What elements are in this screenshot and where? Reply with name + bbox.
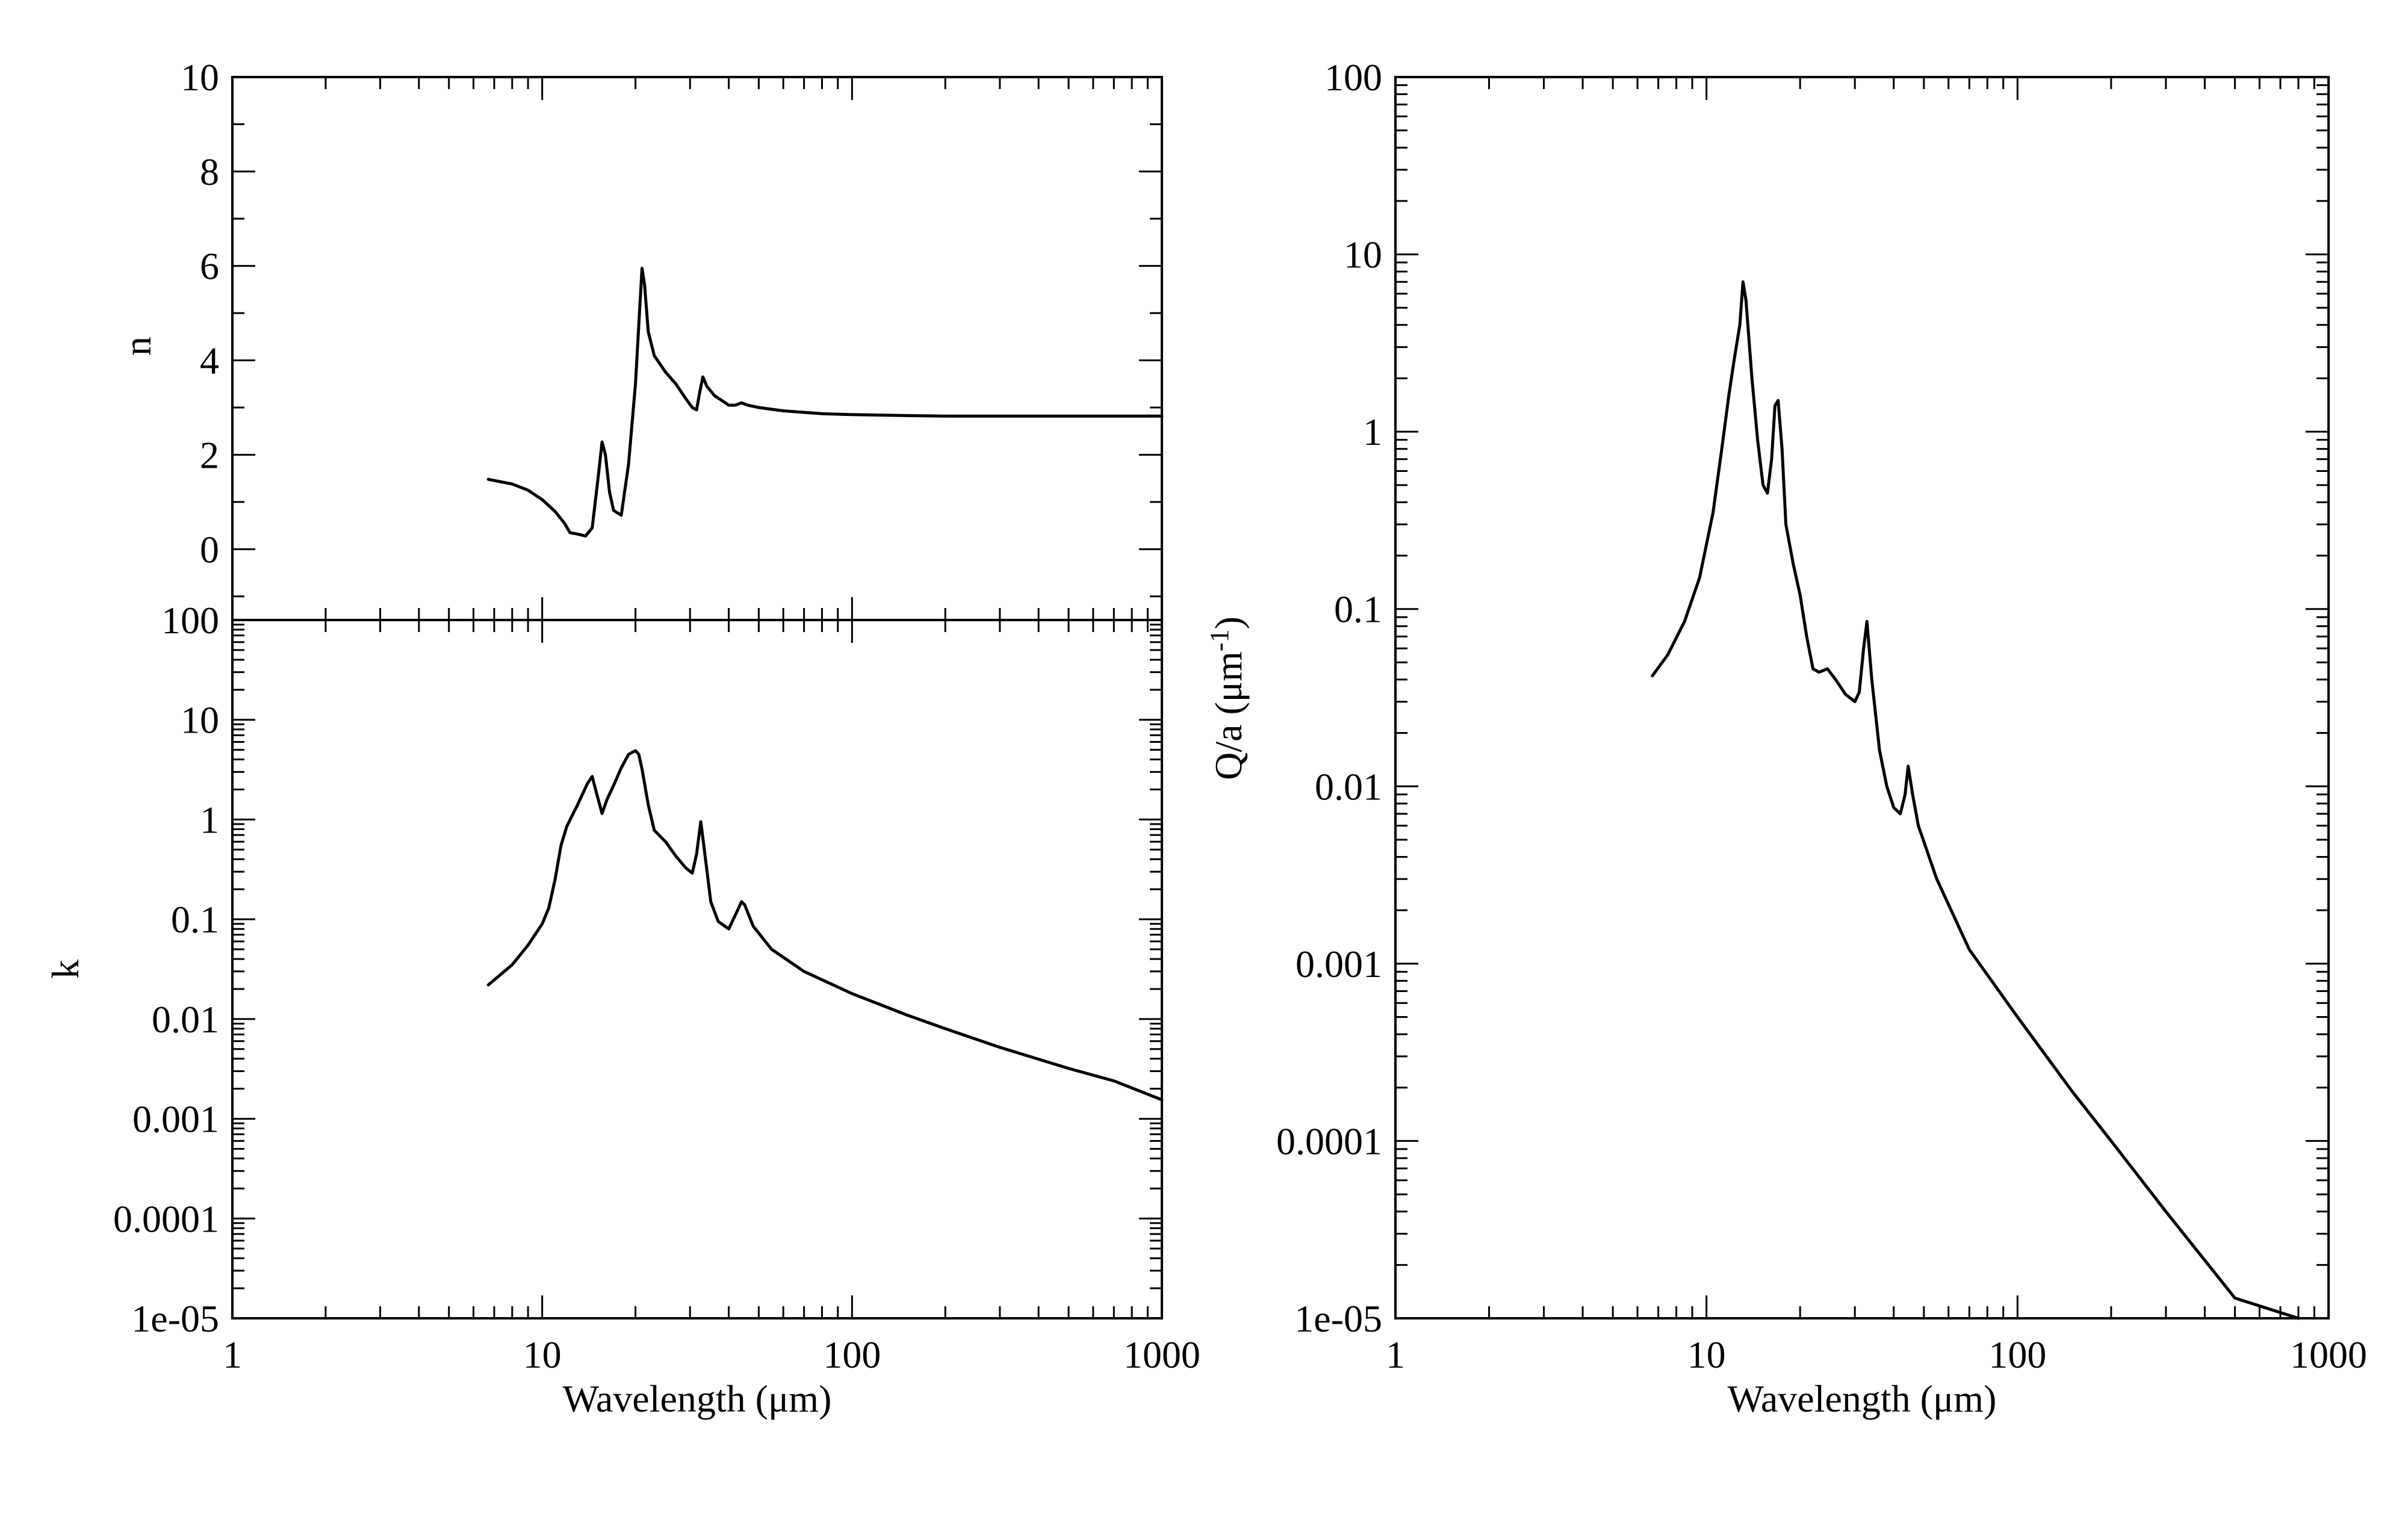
qa-y-tick-label: 0.1 xyxy=(1334,588,1382,631)
k-y-axis-title: k xyxy=(44,960,87,979)
qa-curve xyxy=(1651,280,2300,1320)
n-y-tick-label: 6 xyxy=(200,245,219,288)
n-y-axis-title: n xyxy=(116,336,159,356)
k-x-tick-label: 10 xyxy=(523,1333,562,1376)
n-y-tick-label: 4 xyxy=(200,340,219,382)
n-y-tick-label: 10 xyxy=(181,56,219,99)
k-y-tick-label: 0.1 xyxy=(171,898,219,941)
qa-x-tick-label: 100 xyxy=(1988,1333,2046,1376)
qa-y-tick-label: 100 xyxy=(1324,56,1382,99)
qa-x-tick-label: 1 xyxy=(1386,1333,1405,1376)
qa-x-tick-label: 10 xyxy=(1687,1333,1726,1376)
qa-plot-frame xyxy=(1394,76,2330,1319)
k-y-tick-label: 10 xyxy=(181,699,219,742)
qa-x-ticks xyxy=(1394,77,2330,1318)
k-curve xyxy=(486,749,1164,1102)
k-plot: 1 10 100 1000 1e-05 0.0001 0.001 0.01 0.1 1 10 100 k… xyxy=(44,599,1200,1420)
qa-y-tick-label: 1e-05 xyxy=(1294,1297,1382,1340)
n-curve xyxy=(486,267,1164,538)
k-x-axis-title: Wavelength (μm) xyxy=(563,1377,832,1420)
qa-y-tick-label: 0.01 xyxy=(1315,765,1382,808)
n-y-tick-label: 2 xyxy=(200,433,219,476)
k-plot-frame xyxy=(231,619,1163,1319)
qa-plot: 1 10 100 1000 1e-05 0.0001 0.001 0.01 0.1 1 10 100 Q… xyxy=(1205,56,2367,1420)
n-y-tick-label: 0 xyxy=(200,528,219,571)
n-plot-frame xyxy=(231,76,1163,621)
n-plot: 0 2 4 6 8 10 n xyxy=(116,56,1164,621)
qa-y-ticks xyxy=(1395,84,2329,1319)
k-y-tick-label: 1 xyxy=(200,798,219,841)
qa-x-axis-title: Wavelength (μm) xyxy=(1728,1377,1997,1420)
k-y-tick-label: 0.0001 xyxy=(113,1197,219,1240)
k-x-tick-label: 100 xyxy=(823,1333,881,1376)
qa-y-tick-label: 0.001 xyxy=(1296,943,1382,985)
k-y-ticks xyxy=(232,624,1162,1319)
k-y-tick-label: 0.01 xyxy=(152,998,219,1041)
n-x-ticks xyxy=(231,77,1163,620)
qa-y-tick-label: 0.0001 xyxy=(1276,1120,1382,1162)
k-x-tick-label: 1 xyxy=(223,1333,242,1376)
k-y-tick-label: 1e-05 xyxy=(131,1297,219,1340)
k-x-tick-label: 1000 xyxy=(1123,1333,1200,1376)
k-x-ticks xyxy=(231,620,1163,1318)
qa-y-tick-label: 10 xyxy=(1344,234,1382,276)
k-y-tick-label: 0.001 xyxy=(132,1098,219,1141)
n-y-tick-label: 8 xyxy=(200,150,219,193)
n-y-ticks xyxy=(232,76,1162,598)
k-y-tick-label: 100 xyxy=(161,599,219,642)
qa-y-axis-title: Q/a (μm-1) xyxy=(1205,616,1250,780)
qa-y-tick-label: 1 xyxy=(1363,411,1382,453)
qa-x-tick-label: 1000 xyxy=(2290,1333,2367,1376)
